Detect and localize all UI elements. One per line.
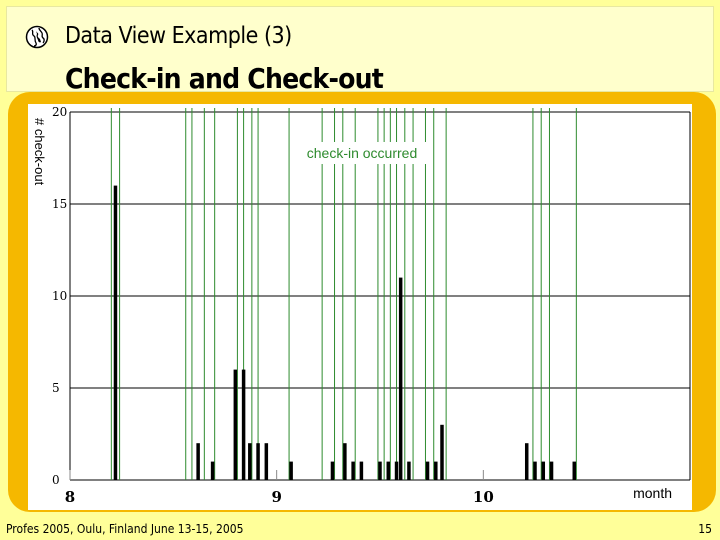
- slide-subtitle: Data View Example (3): [65, 23, 292, 49]
- checkout-bar: [233, 369, 238, 480]
- checkout-bar: [248, 443, 252, 480]
- checkout-bar: [572, 461, 577, 480]
- x-tick-label: 8: [65, 488, 75, 506]
- y-tick-label: 10: [52, 289, 67, 303]
- checkout-bar: [264, 443, 269, 480]
- checkout-bar: [440, 424, 444, 480]
- y-axis-label: # check-out: [32, 118, 47, 186]
- x-tick-label: 9: [271, 488, 281, 506]
- checkout-bar: [256, 443, 260, 480]
- globe-icon: [25, 25, 49, 49]
- footer-conference: Profes 2005, Oulu, Finland June 13-15, 2…: [6, 522, 244, 536]
- annotation-background: [294, 142, 426, 164]
- chart-background: [28, 104, 692, 510]
- checkin-layer: [110, 108, 577, 480]
- checkout-bar: [196, 443, 200, 480]
- y-tick-label: 0: [52, 473, 60, 487]
- checkout-bar: [113, 185, 118, 480]
- checkout-bar: [425, 461, 430, 480]
- checkout-bar: [533, 461, 537, 480]
- y-tick-label: 20: [52, 105, 67, 119]
- grid-layer: [69, 111, 691, 481]
- checkout-bar: [289, 461, 293, 480]
- checkout-bar: [241, 369, 246, 480]
- tick-layer: 0 5 10 15 20 8 9 10: [52, 105, 494, 506]
- checkout-bar: [524, 443, 529, 480]
- header-box: Data View Example (3) Check-in and Check…: [6, 6, 714, 95]
- page-number: 15: [698, 522, 712, 536]
- x-tick-label: 10: [473, 488, 494, 506]
- checkout-bar: [351, 461, 355, 480]
- checkout-bar: [398, 277, 403, 480]
- checkout-bar: [541, 461, 546, 480]
- checkout-bar: [359, 461, 364, 480]
- checkout-bar: [394, 461, 399, 480]
- slide-title: Check-in and Check-out: [65, 62, 384, 95]
- checkout-bar: [407, 461, 411, 480]
- checkout-bar: [343, 443, 347, 480]
- checkout-bar: [386, 461, 391, 480]
- checkout-bar: [210, 461, 215, 480]
- checkout-bar: [549, 461, 554, 480]
- checkout-bar: [434, 461, 438, 480]
- bar-layer: [113, 185, 577, 480]
- checkin-annotation: check-in occurred: [307, 145, 418, 161]
- y-tick-label: 5: [52, 381, 60, 395]
- checkout-bar: [378, 461, 382, 480]
- checkout-bar: [330, 461, 335, 480]
- y-tick-label: 15: [52, 197, 67, 211]
- x-axis-label: month: [633, 485, 672, 501]
